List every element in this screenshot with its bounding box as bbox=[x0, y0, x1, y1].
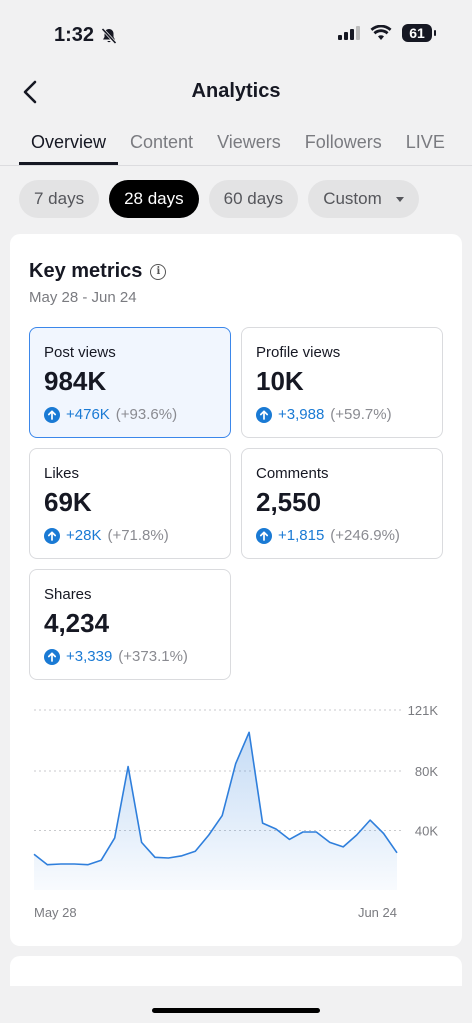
y-tick-label: 80K bbox=[415, 764, 438, 779]
metric-value: 984K bbox=[44, 366, 107, 396]
tab-followers[interactable]: Followers bbox=[304, 132, 382, 152]
metric-change: +3,988 (+59.7%) bbox=[256, 406, 392, 423]
key-metrics-card: Key metrics i May 28 - Jun 24 Post views… bbox=[10, 234, 462, 946]
arrow-up-icon bbox=[256, 406, 272, 423]
metric-value: 2,550 bbox=[256, 487, 322, 517]
arrow-up-icon bbox=[44, 527, 60, 544]
chip-custom[interactable]: Custom bbox=[308, 180, 419, 218]
status-bar: 1:32 61 bbox=[0, 0, 472, 70]
metric-change: +3,339 (+373.1%) bbox=[44, 648, 188, 665]
arrow-up-icon bbox=[256, 527, 272, 544]
metric-change: +28K (+71.8%) bbox=[44, 527, 169, 544]
key-metrics-heading: Key metrics bbox=[29, 260, 143, 282]
metric-label: Post views bbox=[44, 344, 116, 361]
tab-overview[interactable]: Overview bbox=[19, 120, 119, 165]
metric-label: Comments bbox=[256, 465, 329, 482]
page-title: Analytics bbox=[191, 80, 281, 102]
date-range-chips: 7 days 28 days 60 days Custom bbox=[19, 180, 419, 218]
bell-slash-icon bbox=[101, 27, 117, 44]
battery-level: 61 bbox=[409, 25, 425, 41]
cellular-signal-icon bbox=[338, 26, 360, 40]
x-axis-start-label: May 28 bbox=[34, 905, 77, 920]
clock: 1:32 bbox=[54, 24, 95, 46]
tab-bar: Overview Content Viewers Followers LIVE bbox=[0, 120, 472, 166]
metric-label: Shares bbox=[44, 586, 92, 603]
x-axis-end-label: Jun 24 bbox=[358, 905, 397, 920]
post-views-chart[interactable]: 40K 80K 121K May 28 Jun 24 bbox=[10, 700, 462, 930]
y-tick-label: 121K bbox=[408, 703, 439, 718]
tab-live[interactable]: LIVE bbox=[405, 132, 445, 152]
metric-profile-views[interactable]: Profile views 10K +3,988 (+59.7%) bbox=[241, 327, 443, 438]
chart-line bbox=[33, 731, 398, 866]
chip-label: Custom bbox=[323, 189, 382, 208]
metric-comments[interactable]: Comments 2,550 +1,815 (+246.9%) bbox=[241, 448, 443, 559]
home-indicator bbox=[152, 1008, 320, 1013]
tab-viewers[interactable]: Viewers bbox=[217, 132, 281, 152]
caret-down-icon bbox=[395, 196, 404, 202]
chip-label: 28 days bbox=[124, 189, 184, 208]
header: Analytics bbox=[0, 70, 472, 114]
metric-value: 69K bbox=[44, 487, 92, 517]
key-metrics-title: Key metrics i bbox=[29, 260, 167, 283]
metric-label: Profile views bbox=[256, 344, 341, 361]
metric-delta: +1,815 bbox=[278, 527, 325, 544]
chip-28-days[interactable]: 28 days bbox=[109, 180, 199, 218]
next-card bbox=[10, 956, 462, 986]
metric-percent: (+373.1%) bbox=[118, 648, 188, 665]
back-icon[interactable] bbox=[16, 78, 44, 106]
metric-value: 4,234 bbox=[44, 608, 110, 638]
chip-7-days[interactable]: 7 days bbox=[19, 180, 100, 218]
metric-percent: (+71.8%) bbox=[107, 527, 169, 544]
chip-label: 60 days bbox=[223, 189, 284, 208]
metric-delta: +28K bbox=[66, 527, 102, 544]
arrow-up-icon bbox=[44, 648, 60, 665]
metric-label: Likes bbox=[44, 465, 80, 482]
metric-change: +476K (+93.6%) bbox=[44, 406, 177, 423]
status-time: 1:32 bbox=[54, 24, 118, 47]
metric-delta: +3,339 bbox=[66, 648, 113, 665]
battery-icon: 61 bbox=[402, 24, 436, 42]
wifi-icon bbox=[370, 25, 392, 40]
chip-label: 7 days bbox=[34, 189, 85, 208]
metric-delta: +476K bbox=[66, 406, 110, 423]
metric-percent: (+246.9%) bbox=[330, 527, 400, 544]
metric-delta: +3,988 bbox=[278, 406, 325, 423]
info-icon[interactable]: i bbox=[150, 263, 167, 280]
arrow-up-icon bbox=[44, 406, 60, 423]
y-tick-label: 40K bbox=[415, 823, 438, 838]
chip-60-days[interactable]: 60 days bbox=[208, 180, 299, 218]
metric-likes[interactable]: Likes 69K +28K (+71.8%) bbox=[29, 448, 231, 559]
metric-value: 10K bbox=[256, 366, 304, 396]
tab-content[interactable]: Content bbox=[130, 132, 194, 152]
metric-percent: (+93.6%) bbox=[115, 406, 178, 423]
date-range: May 28 - Jun 24 bbox=[29, 289, 137, 306]
metric-shares[interactable]: Shares 4,234 +3,339 (+373.1%) bbox=[29, 569, 231, 680]
metric-change: +1,815 (+246.9%) bbox=[256, 527, 400, 544]
metric-percent: (+59.7%) bbox=[330, 406, 392, 423]
chart-area bbox=[34, 732, 397, 890]
metric-post-views[interactable]: Post views 984K +476K (+93.6%) bbox=[29, 327, 231, 438]
